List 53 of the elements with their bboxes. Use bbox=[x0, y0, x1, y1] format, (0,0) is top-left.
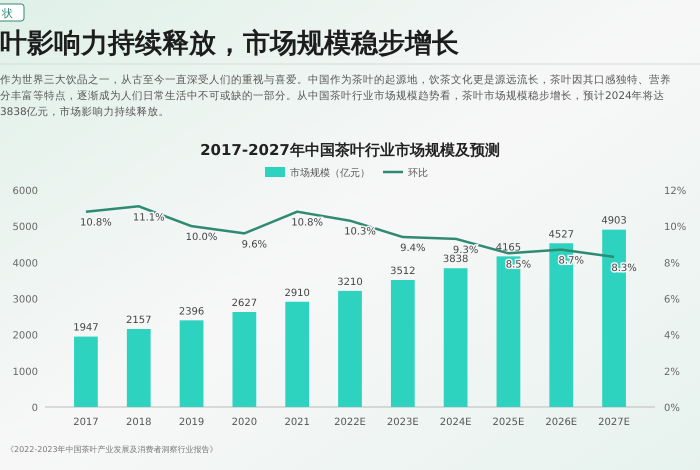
chart-title: 2017-2027年中国茶叶行业市场规模及预测 bbox=[200, 141, 500, 159]
data-label: 4903 bbox=[601, 216, 627, 227]
x-tick-label: 2024E bbox=[440, 417, 472, 428]
text: 作为世界三大饮品之一，从古至今一直深受人们的重视与喜爱。中国作为茶叶的起源地，饮茶文化更是源远流长，茶叶因其口感独特、营养 bbox=[0, 73, 671, 86]
data-label: 10.3% bbox=[344, 226, 376, 238]
x-tick-label: 2025E bbox=[492, 417, 524, 428]
data-label: 3512 bbox=[390, 266, 416, 277]
data-label: 3838 bbox=[442, 254, 468, 266]
data-label: 1947 bbox=[73, 322, 99, 334]
data-label: 4165 bbox=[496, 242, 522, 254]
x-tick-label: 2017 bbox=[73, 417, 99, 428]
y-tick-label: 4000 bbox=[12, 258, 38, 270]
y-tick-label: 6000 bbox=[12, 186, 38, 197]
y2-tick-label: 2% bbox=[664, 366, 680, 378]
x-tick-label: 2023E bbox=[386, 417, 419, 428]
data-label: 4527 bbox=[548, 229, 574, 240]
data-label: 11.1% bbox=[132, 212, 165, 224]
legend-label: 环比 bbox=[408, 167, 428, 179]
y2-tick-label: 12% bbox=[664, 186, 686, 197]
x-tick-label: 2021 bbox=[284, 417, 310, 428]
data-label: 2157 bbox=[126, 314, 152, 326]
data-label: 2627 bbox=[232, 298, 258, 309]
data-label: 9.6% bbox=[242, 239, 268, 250]
y2-tick-label: 0% bbox=[664, 403, 680, 414]
x-tick-label: 2022E bbox=[334, 417, 366, 428]
y-tick-label: 0 bbox=[32, 403, 38, 414]
y2-tick-label: 8% bbox=[664, 258, 680, 270]
x-tick-label: 2018 bbox=[126, 417, 152, 428]
x-tick-label: 2019 bbox=[178, 417, 204, 428]
data-label: 2396 bbox=[178, 306, 204, 318]
text: 叶影响力持续释放，市场规模稳步增长 bbox=[0, 28, 459, 59]
data-label: 10.8% bbox=[80, 218, 112, 229]
data-label: 10.0% bbox=[186, 232, 218, 244]
data-label: 10.8% bbox=[291, 218, 324, 229]
x-tick-label: 2026E bbox=[545, 417, 578, 428]
y2-tick-label: 6% bbox=[664, 294, 680, 306]
x-tick-label: 2027E bbox=[598, 417, 630, 428]
text: 《2022-2023年中国茶叶产业发展及消费者洞察行业报告》 bbox=[6, 445, 218, 454]
legend-label: 市场规模（亿元） bbox=[290, 167, 370, 179]
y2-tick-label: 4% bbox=[664, 330, 680, 342]
text: 3838亿元，市场影响力持续释放。 bbox=[0, 105, 170, 118]
x-tick-label: 2020 bbox=[232, 417, 258, 428]
data-label: 2910 bbox=[284, 288, 310, 299]
text: 分丰富等特点，逐渐成为人们日常生活中不可或缺的一部分。从中国茶叶行业市场规模趋势看，茶叶市场规模稳步增长，预计2024年将达 bbox=[0, 89, 665, 102]
y-tick-label: 2000 bbox=[12, 330, 38, 342]
text: 状 bbox=[1, 7, 13, 20]
data-label: 9.3% bbox=[452, 244, 478, 256]
y-tick-label: 5000 bbox=[12, 222, 38, 234]
y-tick-label: 1000 bbox=[12, 366, 38, 378]
data-label: 9.4% bbox=[400, 243, 426, 254]
data-label: 3210 bbox=[337, 276, 363, 288]
y-tick-label: 3000 bbox=[12, 294, 38, 306]
y2-tick-label: 10% bbox=[664, 222, 686, 234]
